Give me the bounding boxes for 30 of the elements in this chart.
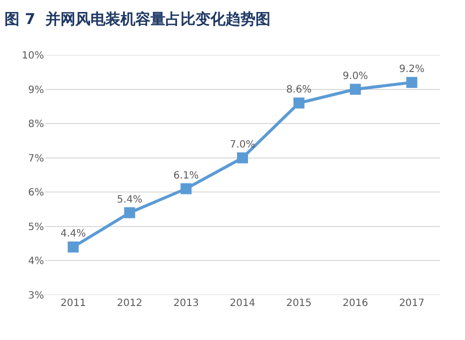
y-tick-label: 10% xyxy=(22,50,44,62)
y-tick-label: 7% xyxy=(28,153,44,164)
point xyxy=(237,152,248,164)
point xyxy=(124,207,136,218)
point xyxy=(406,76,418,88)
y-tick-label: 4% xyxy=(28,256,44,268)
y-tick-label: 6% xyxy=(28,188,44,199)
data-label: 4.4% xyxy=(60,228,86,240)
data-label: 8.6% xyxy=(286,84,312,96)
chart-title: 图 7 并网风电装机容量占比变化趋势图 xyxy=(4,10,271,28)
y-tick-label: 3% xyxy=(28,290,44,302)
x-tick-label: 2012 xyxy=(116,298,142,309)
x-tick-label: 2017 xyxy=(399,298,425,309)
point xyxy=(68,242,79,252)
x-tick-label: 2011 xyxy=(60,298,86,309)
data-label: 6.1% xyxy=(173,170,199,182)
point xyxy=(350,84,361,95)
data-label: 5.4% xyxy=(116,194,142,206)
x-tick-label: 2015 xyxy=(286,298,312,309)
point xyxy=(293,98,304,108)
data-label: 9.2% xyxy=(399,64,424,76)
point xyxy=(180,183,192,194)
x-tick-label: 2014 xyxy=(230,298,256,309)
data-label: 7.0% xyxy=(230,139,256,150)
y-tick-label: 8% xyxy=(28,119,44,130)
x-tick-label: 2016 xyxy=(342,298,368,309)
y-tick-label: 9% xyxy=(28,84,44,96)
y-tick-label: 5% xyxy=(28,222,44,233)
x-tick-label: 2013 xyxy=(173,298,199,309)
data-label: 9.0% xyxy=(342,70,368,82)
